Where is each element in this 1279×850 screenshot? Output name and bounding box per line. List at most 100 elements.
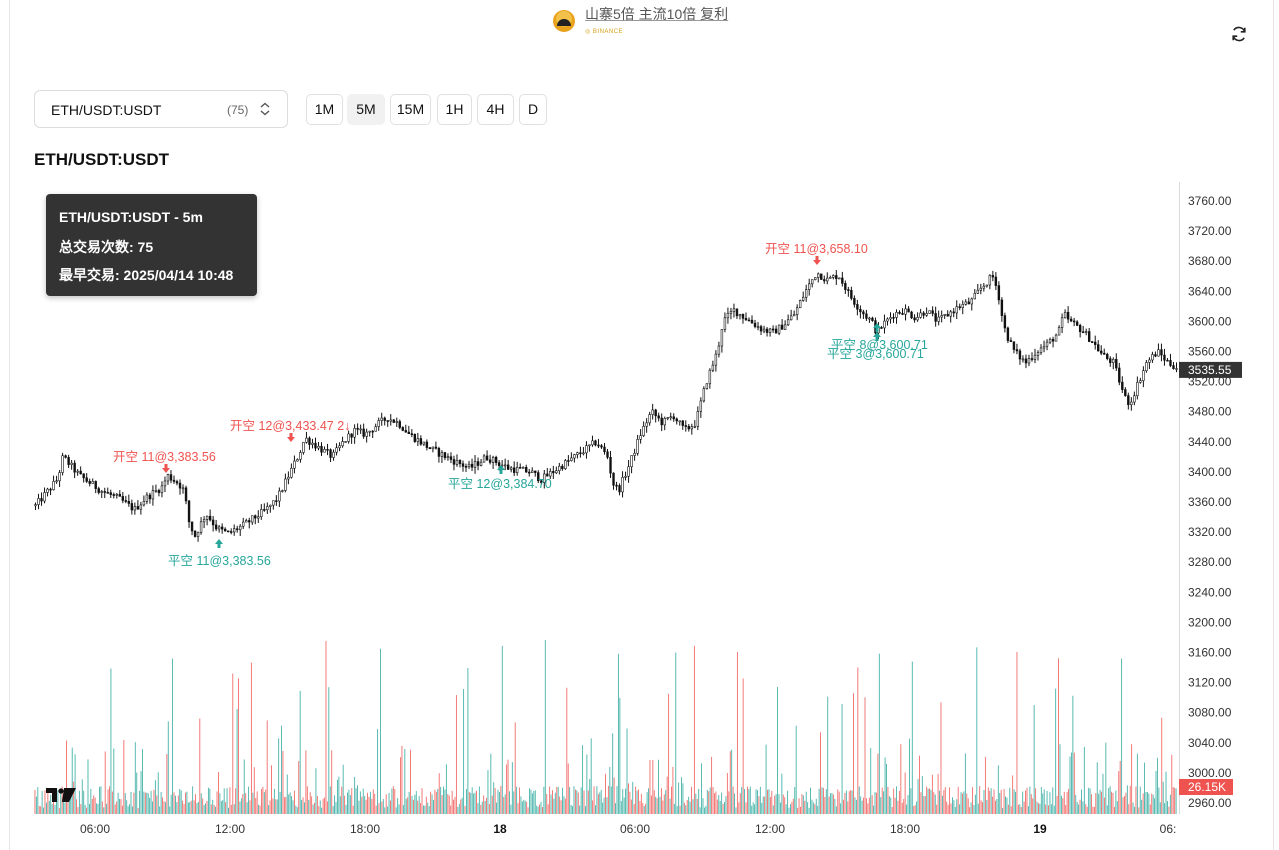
candle-body (58, 472, 61, 482)
candle-body (573, 454, 576, 459)
volume-bar (268, 805, 270, 814)
candle-body (479, 461, 483, 466)
volume-bar (84, 804, 86, 814)
volume-bar (969, 807, 971, 814)
candle-body (160, 485, 164, 494)
volume-bar (272, 798, 274, 814)
volume-bar (557, 786, 559, 814)
volume-bar (547, 804, 549, 814)
price-chart[interactable]: 3760.00 3720.00 3680.00 3640.00 3600.00 3560.… (0, 182, 1279, 850)
volume-bar (478, 786, 480, 814)
volume-bar (711, 756, 713, 814)
volume-bar (242, 794, 244, 814)
strategy-title-link[interactable]: 山寨5倍 主流10倍 复利 (585, 6, 729, 22)
trade-marker-label: 平空 12@3,384.70 (448, 477, 552, 491)
volume-bar (1149, 804, 1151, 814)
candle-body (741, 313, 745, 319)
volume-bar (951, 797, 953, 814)
candle-body (979, 287, 983, 291)
volume-bar (897, 800, 899, 814)
volume-bar (936, 804, 938, 814)
candle-body (193, 530, 197, 537)
volume-bar (940, 702, 942, 814)
volume-bar (705, 806, 707, 814)
candle-body (73, 462, 76, 473)
candle-body (606, 451, 609, 458)
volume-bar (349, 795, 351, 814)
timeframe-button-d[interactable]: D (519, 94, 547, 125)
timeframe-button-5m[interactable]: 5M (347, 94, 385, 125)
volume-bar (1000, 789, 1002, 814)
volume-bar (286, 774, 288, 814)
trade-marker-label: 平空 8@3,600.71 (831, 338, 928, 352)
volume-bar (170, 794, 172, 814)
volume-bar (533, 791, 535, 814)
timeframe-button-4h[interactable]: 4H (477, 94, 514, 125)
volume-bar (546, 793, 548, 814)
candle-body (106, 492, 109, 494)
candle-body (940, 315, 943, 318)
volume-bar (610, 786, 612, 814)
candle-body (759, 326, 763, 332)
candle-body (503, 464, 507, 467)
volume-bar (322, 798, 324, 814)
timeframe-button-1m[interactable]: 1M (306, 94, 343, 125)
volume-bar (137, 807, 139, 814)
candle-body (299, 452, 302, 460)
candle-body (518, 467, 522, 469)
volume-bar (222, 800, 224, 814)
volume-bar (282, 750, 284, 814)
candle-body (892, 317, 895, 319)
volume-bar (293, 790, 295, 814)
volume-bar (789, 804, 791, 814)
candle-body (747, 319, 751, 322)
volume-bar (1010, 806, 1012, 814)
candle-body (124, 500, 128, 502)
volume-bar (781, 773, 783, 814)
volume-bar (887, 786, 889, 814)
candle-body (440, 452, 444, 457)
volume-bar (728, 791, 730, 814)
volume-bar (64, 802, 66, 814)
refresh-icon[interactable] (1229, 24, 1249, 44)
pair-select[interactable]: ETH/USDT:USDT (75) (34, 90, 288, 128)
tradingview-logo-icon[interactable] (45, 786, 77, 804)
volume-bar (405, 798, 407, 814)
volume-bar (1118, 771, 1120, 814)
volume-bar (815, 798, 817, 814)
volume-bar (579, 805, 581, 814)
volume-bar (225, 802, 227, 814)
candle-body (678, 420, 681, 423)
volume-bar (163, 801, 165, 814)
timeframe-button-15m[interactable]: 15M (390, 94, 431, 125)
volume-bar (577, 792, 579, 814)
candle-body (985, 284, 989, 287)
volume-bar (421, 788, 423, 814)
volume-bar (678, 782, 680, 814)
volume-bar (729, 751, 731, 814)
candle-body (1130, 401, 1133, 406)
volume-bar (1003, 788, 1005, 814)
volume-bar (602, 802, 604, 814)
candle-body (1006, 327, 1010, 341)
candle-body (714, 353, 718, 366)
volume-bar (509, 791, 510, 814)
volume-bar (607, 785, 609, 814)
volume-bar (683, 802, 685, 814)
volume-bar (764, 796, 766, 814)
volume-bar (850, 790, 852, 814)
volume-bar (139, 790, 141, 814)
volume-bar (894, 797, 896, 814)
volume-bar (447, 794, 449, 814)
candle-body (398, 421, 401, 428)
volume-bar (1099, 789, 1101, 814)
timeframe-button-1h[interactable]: 1H (437, 94, 472, 125)
candle-body (485, 455, 489, 461)
candle-body (732, 308, 736, 312)
candle-body (612, 472, 615, 486)
volume-bar (987, 787, 989, 814)
volume-bar (635, 786, 637, 814)
volume-bar (190, 800, 192, 814)
candle-body (175, 481, 179, 484)
volume-bar (993, 789, 995, 814)
